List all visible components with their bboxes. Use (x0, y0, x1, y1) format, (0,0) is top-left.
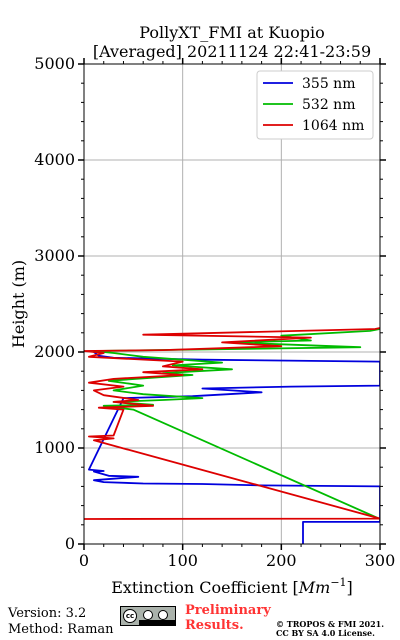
copyright-notice: © TROPOS & FMI 2021. CC BY SA 4.0 Licens… (276, 620, 384, 638)
preliminary-line2: Results. (185, 618, 244, 633)
x-tick-label: 300 (365, 551, 396, 570)
x-axis-label-prefix: Extinction Coefficient [ (111, 578, 299, 597)
y-tick-label: 0 (65, 534, 75, 553)
y-tick-label: 1000 (34, 438, 75, 457)
legend-label: 1064 nm (302, 118, 364, 134)
chart-subtitle: [Averaged] 20211124 22:41-23:59 (93, 42, 371, 61)
by-icon (143, 610, 153, 620)
cc-icon: cc (123, 609, 137, 623)
y-axis-label: Height (m) (9, 260, 28, 348)
x-tick-label: 200 (266, 551, 297, 570)
version-text: Version: 3.2 (8, 606, 87, 621)
cc-license-badge: cc (120, 606, 176, 626)
x-axis-label-exponent: −1 (330, 576, 346, 589)
y-tick-label: 5000 (34, 54, 75, 73)
legend-box (256, 70, 374, 140)
legend-label: 532 nm (302, 97, 355, 113)
y-tick-label: 4000 (34, 150, 75, 169)
data-series (84, 327, 380, 544)
x-axis-label: Extinction Coefficient [Mm−1] (111, 576, 353, 597)
chart-title: PollyXT_FMI at Kuopio (139, 23, 325, 42)
x-axis-label-suffix: ] (347, 578, 353, 597)
preliminary-line1: Preliminary (185, 603, 271, 618)
axis-ticks (78, 58, 386, 550)
y-tick-label: 3000 (34, 246, 75, 265)
series-line-355-nm (88, 351, 380, 544)
preliminary-notice: Preliminary Results. (185, 603, 271, 633)
sa-icon (158, 610, 168, 620)
x-axis-label-unit: Mm (298, 578, 331, 597)
copyright-line2: CC BY SA 4.0 License. (276, 628, 375, 638)
footer-info: Version: 3.2 Method: Raman (8, 606, 114, 638)
extinction-chart: PollyXT_FMI at Kuopio [Averaged] 2021112… (9, 23, 395, 597)
badge-strip (139, 620, 175, 625)
x-tick-label: 100 (167, 551, 198, 570)
series-line-1064-nm (84, 327, 380, 520)
legend-label: 355 nm (302, 76, 355, 92)
y-tick-label: 2000 (34, 342, 75, 361)
legend: 355 nm 532 nm 1064 nm (256, 70, 374, 140)
x-tick-label: 0 (79, 551, 89, 570)
method-text: Method: Raman (8, 622, 114, 637)
copyright-line1: © TROPOS & FMI 2021. (276, 619, 385, 629)
plot-frame (83, 63, 381, 545)
